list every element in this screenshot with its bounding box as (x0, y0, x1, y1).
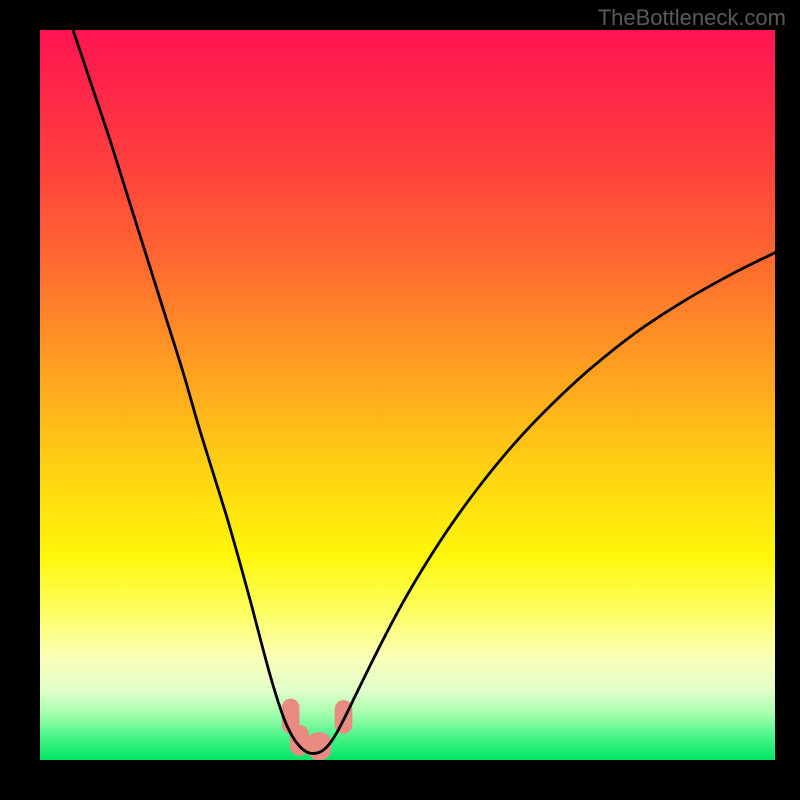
chart-outer-frame: TheBottleneck.com (0, 0, 800, 800)
plot-area (40, 30, 775, 760)
watermark-text: TheBottleneck.com (598, 5, 786, 31)
plot-background-gradient (40, 30, 775, 760)
